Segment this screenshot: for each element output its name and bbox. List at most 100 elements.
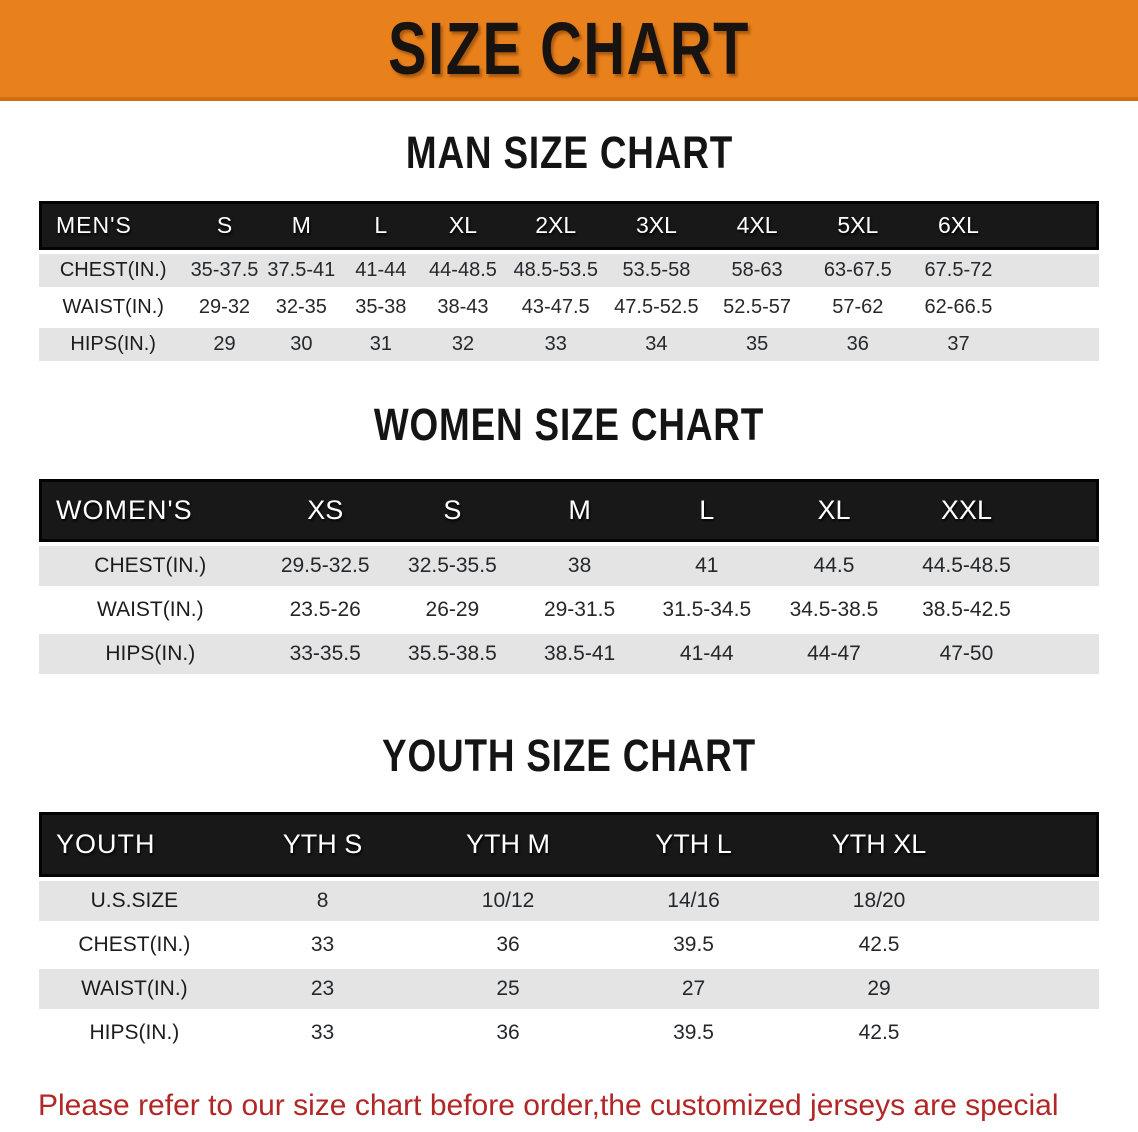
size-value-cell: 36 xyxy=(807,328,909,361)
size-value-cell: 33 xyxy=(229,925,416,965)
row-label: U.S.SIZE xyxy=(39,881,230,921)
women-column-header: XS xyxy=(261,479,389,542)
size-value-cell: 47-50 xyxy=(897,634,1036,674)
men-chest-row: CHEST(IN.) 35-37.5 37.5-41 41-44 44-48.5… xyxy=(39,254,1099,287)
women-hips-row: HIPS(IN.) 33-35.5 35.5-38.5 38.5-41 41-4… xyxy=(39,634,1099,674)
size-value-cell: 10/12 xyxy=(415,881,601,921)
youth-size-table-wrap: YOUTH YTH S YTH M YTH L YTH XL U.S.SIZE … xyxy=(39,808,1099,1057)
women-column-header: L xyxy=(643,479,771,542)
size-value-cell: 39.5 xyxy=(600,1013,787,1053)
men-size-heading-text: MAN SIZE CHART xyxy=(405,127,733,178)
youth-table-header-row: YOUTH YTH S YTH M YTH L YTH XL xyxy=(39,812,1099,877)
men-waist-row: WAIST(IN.) 29-32 32-35 35-38 38-43 43-47… xyxy=(39,291,1099,324)
youth-column-header: YTH L xyxy=(600,812,787,877)
spacer-cell xyxy=(1008,291,1099,324)
youth-table-header-label: YOUTH xyxy=(39,812,230,877)
men-column-header: M xyxy=(261,201,342,250)
women-column-header: S xyxy=(388,479,516,542)
size-value-cell: 29 xyxy=(187,328,262,361)
women-column-header: M xyxy=(515,479,644,542)
size-value-cell: 35-38 xyxy=(341,291,421,324)
spacer-cell xyxy=(1008,328,1099,361)
men-column-header: 5XL xyxy=(807,201,909,250)
size-value-cell: 25 xyxy=(415,969,601,1009)
youth-column-header: YTH XL xyxy=(786,812,972,877)
size-value-cell: 44-47 xyxy=(770,634,898,674)
youth-size-heading-text: YOUTH SIZE CHART xyxy=(382,730,756,781)
spacer-cell xyxy=(1035,634,1099,674)
men-size-table-wrap: MEN'S S M L XL 2XL 3XL 4XL 5XL 6XL CHEST… xyxy=(39,197,1099,365)
size-chart-banner: SIZE CHART xyxy=(0,0,1138,101)
row-label: CHEST(IN.) xyxy=(39,546,262,586)
spacer-cell xyxy=(971,812,1099,877)
size-value-cell: 30 xyxy=(261,328,342,361)
youth-column-header: YTH M xyxy=(415,812,601,877)
spacer-cell xyxy=(1035,546,1099,586)
size-value-cell: 29.5-32.5 xyxy=(261,546,389,586)
size-value-cell: 38-43 xyxy=(420,291,506,324)
size-value-cell: 67.5-72 xyxy=(908,254,1009,287)
size-value-cell: 38 xyxy=(515,546,644,586)
size-value-cell: 62-66.5 xyxy=(908,291,1009,324)
size-value-cell: 36 xyxy=(415,1013,601,1053)
size-value-cell: 52.5-57 xyxy=(706,291,808,324)
size-value-cell: 58-63 xyxy=(706,254,808,287)
size-value-cell: 23.5-26 xyxy=(261,590,389,630)
size-value-cell: 29-31.5 xyxy=(515,590,644,630)
spacer-cell xyxy=(1035,590,1099,630)
row-label: WAIST(IN.) xyxy=(39,291,188,324)
size-value-cell: 33-35.5 xyxy=(261,634,389,674)
size-value-cell: 27 xyxy=(600,969,787,1009)
row-label: WAIST(IN.) xyxy=(39,969,230,1009)
row-label: CHEST(IN.) xyxy=(39,925,230,965)
row-label: HIPS(IN.) xyxy=(39,634,262,674)
men-column-header: 2XL xyxy=(505,201,607,250)
size-value-cell: 32 xyxy=(420,328,506,361)
women-size-heading: WOMEN SIZE CHART xyxy=(0,399,1138,451)
size-value-cell: 47.5-52.5 xyxy=(606,291,707,324)
spacer-cell xyxy=(971,969,1099,1009)
footer-note-line1: Please refer to our size chart before or… xyxy=(38,1089,1059,1122)
women-column-header: XL xyxy=(770,479,898,542)
women-waist-row: WAIST(IN.) 23.5-26 26-29 29-31.5 31.5-34… xyxy=(39,590,1099,630)
men-column-header: 3XL xyxy=(606,201,707,250)
size-chart-title: SIZE CHART xyxy=(388,7,750,90)
size-value-cell: 39.5 xyxy=(600,925,787,965)
size-value-cell: 37 xyxy=(908,328,1009,361)
size-value-cell: 44-48.5 xyxy=(420,254,506,287)
size-value-cell: 35 xyxy=(706,328,808,361)
spacer-cell xyxy=(971,925,1099,965)
spacer-cell xyxy=(1008,201,1099,250)
size-value-cell: 53.5-58 xyxy=(606,254,707,287)
size-value-cell: 18/20 xyxy=(786,881,972,921)
size-value-cell: 43-47.5 xyxy=(505,291,607,324)
men-hips-row: HIPS(IN.) 29 30 31 32 33 34 35 36 37 xyxy=(39,328,1099,361)
men-size-heading: MAN SIZE CHART xyxy=(0,127,1138,179)
size-value-cell: 41 xyxy=(643,546,771,586)
women-size-table-wrap: WOMEN'S XS S M L XL XXL CHEST(IN.) 29.5-… xyxy=(39,475,1099,678)
spacer-cell xyxy=(971,881,1099,921)
men-column-header: XL xyxy=(420,201,506,250)
men-column-header: 4XL xyxy=(706,201,808,250)
size-value-cell: 29-32 xyxy=(187,291,262,324)
men-table-header-label: MEN'S xyxy=(39,201,188,250)
footer-note: Please refer to our size chart before or… xyxy=(38,1083,1108,1132)
women-size-table: WOMEN'S XS S M L XL XXL CHEST(IN.) 29.5-… xyxy=(39,475,1099,678)
size-value-cell: 41-44 xyxy=(643,634,771,674)
size-value-cell: 35.5-38.5 xyxy=(388,634,516,674)
youth-size-table: YOUTH YTH S YTH M YTH L YTH XL U.S.SIZE … xyxy=(39,808,1099,1057)
men-column-header: L xyxy=(341,201,421,250)
size-value-cell: 29 xyxy=(786,969,972,1009)
men-column-header: 6XL xyxy=(908,201,1009,250)
size-value-cell: 38.5-42.5 xyxy=(897,590,1036,630)
row-label: HIPS(IN.) xyxy=(39,1013,230,1053)
size-value-cell: 14/16 xyxy=(600,881,787,921)
women-chest-row: CHEST(IN.) 29.5-32.5 32.5-35.5 38 41 44.… xyxy=(39,546,1099,586)
size-value-cell: 42.5 xyxy=(786,925,972,965)
row-label: CHEST(IN.) xyxy=(39,254,188,287)
women-size-heading-text: WOMEN SIZE CHART xyxy=(373,399,765,450)
youth-hips-row: HIPS(IN.) 33 36 39.5 42.5 xyxy=(39,1013,1099,1053)
size-value-cell: 48.5-53.5 xyxy=(505,254,607,287)
size-value-cell: 42.5 xyxy=(786,1013,972,1053)
